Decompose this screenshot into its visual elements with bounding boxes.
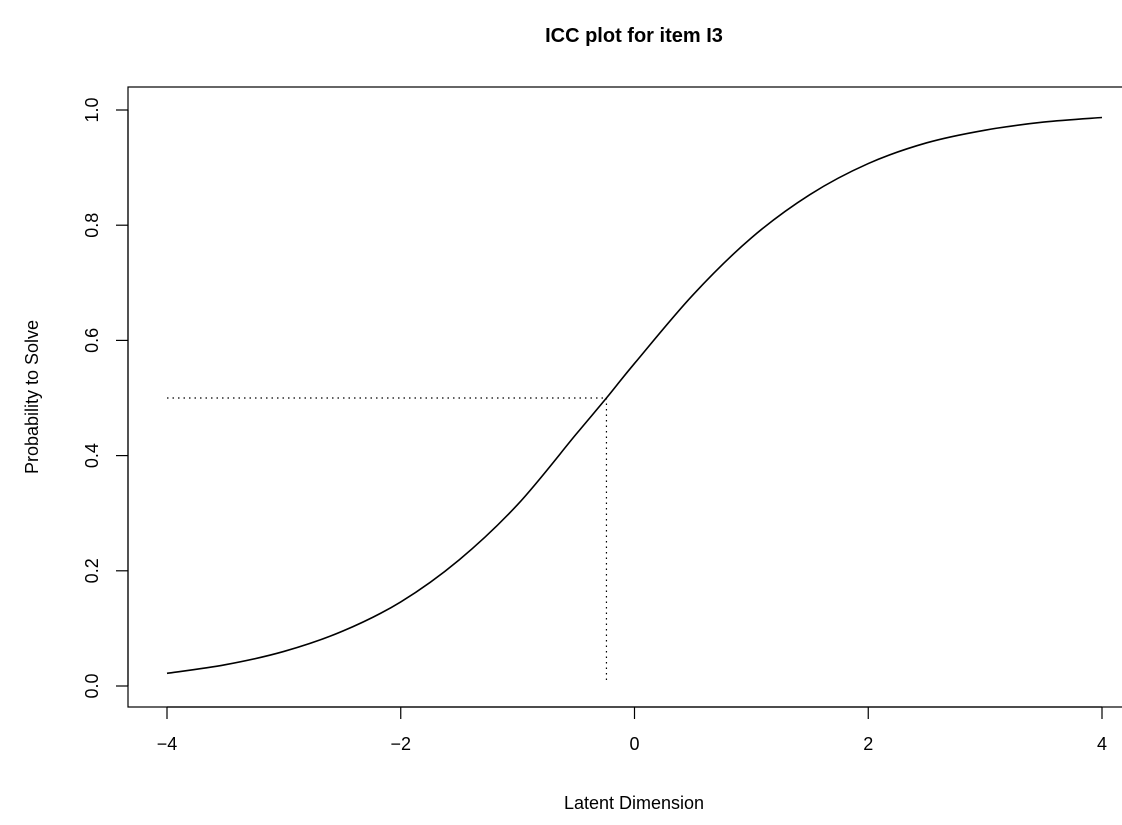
y-tick-label: 0.4 — [82, 443, 102, 468]
y-tick-label: 0.6 — [82, 328, 102, 353]
y-tick-label: 0.8 — [82, 213, 102, 238]
y-tick-label: 0.0 — [82, 673, 102, 698]
x-tick-label: 4 — [1097, 734, 1107, 754]
plot-box — [127, 86, 1122, 708]
reference-lines — [167, 397, 608, 681]
y-tick-label: 1.0 — [82, 97, 102, 122]
icc-curve — [166, 116, 1103, 675]
x-axis-label: Latent Dimension — [564, 793, 704, 813]
y-axis-label: Probability to Solve — [22, 320, 42, 474]
x-tick-label: −4 — [157, 734, 178, 754]
x-tick-label: 0 — [629, 734, 639, 754]
x-tick-label: −2 — [390, 734, 411, 754]
y-axis: 0.0 0.2 0.4 0.6 0.8 1.0 — [82, 97, 129, 699]
y-tick-label: 0.2 — [82, 558, 102, 583]
chart-title: ICC plot for item I3 — [545, 25, 723, 47]
x-axis: −4 −2 0 2 4 — [157, 706, 1107, 754]
x-tick-label: 2 — [863, 734, 873, 754]
